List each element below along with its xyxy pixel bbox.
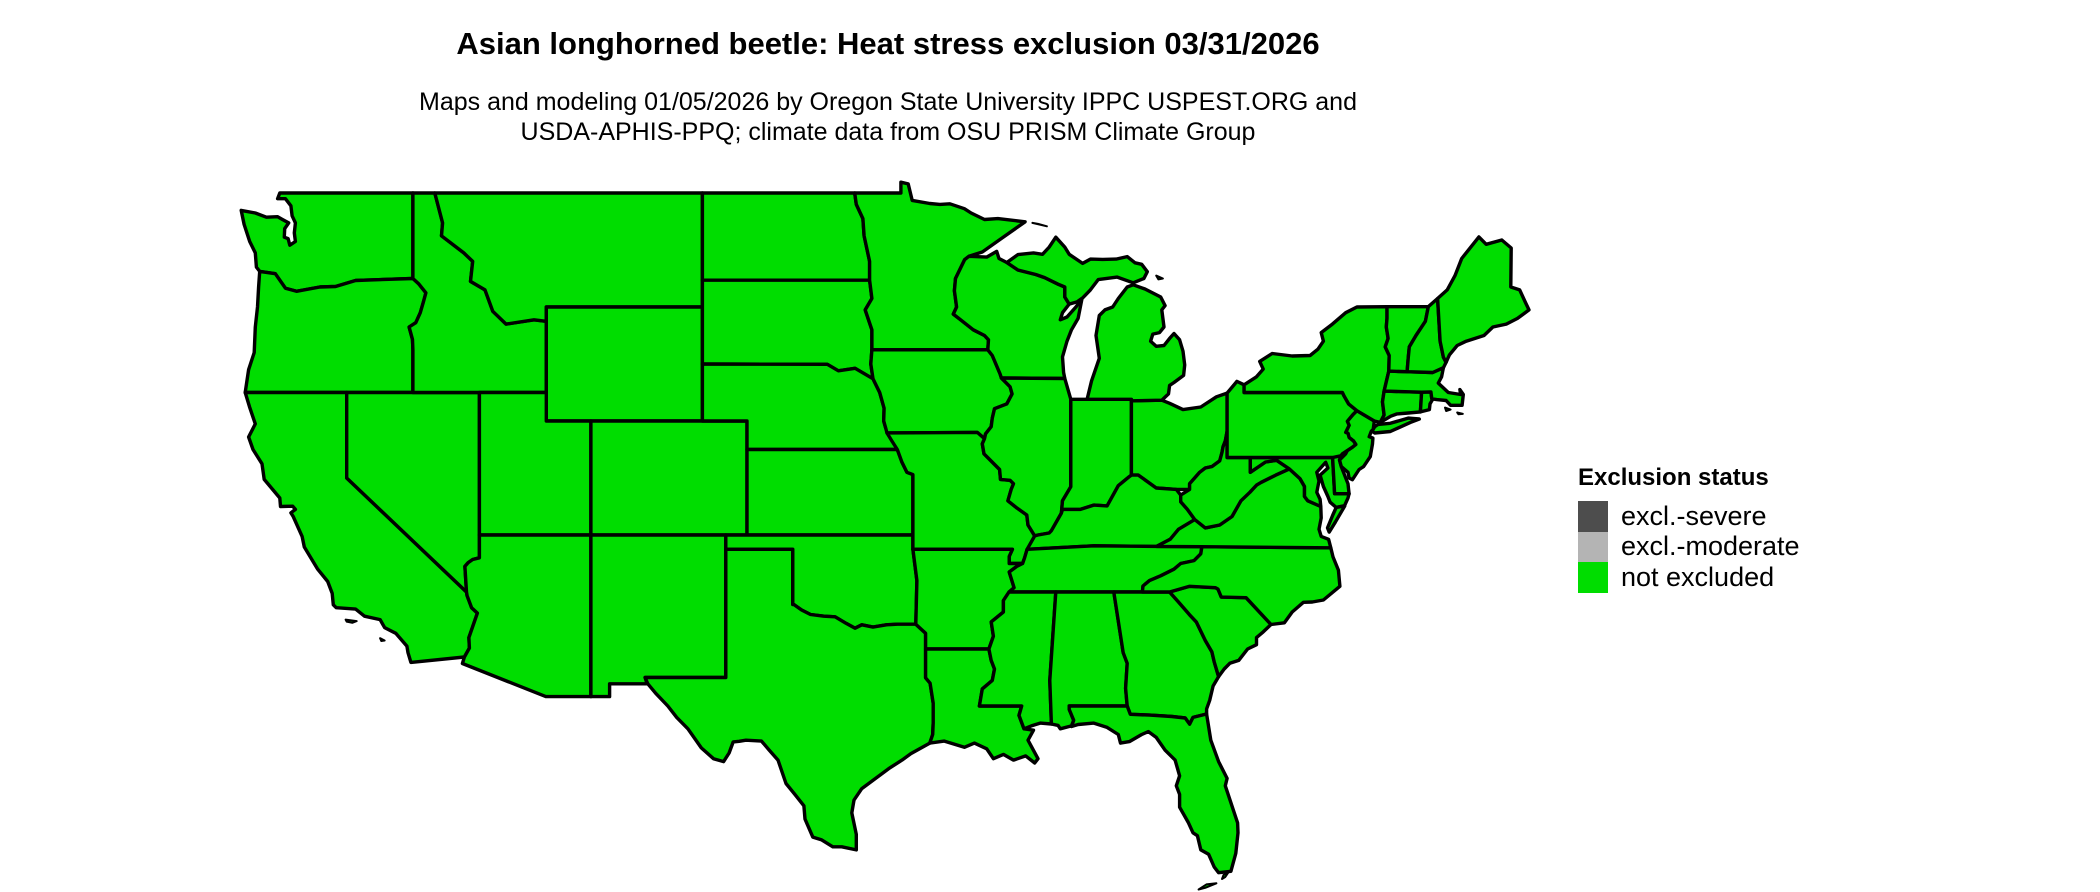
state-nantucket	[1456, 411, 1464, 416]
state-wyoming	[544, 305, 705, 423]
state-michigan-upper	[1005, 235, 1149, 306]
state-channel-islands	[344, 618, 358, 624]
state-long-island-ny	[1370, 416, 1421, 435]
state-oregon	[243, 269, 428, 395]
page-title: Asian longhorned beetle: Heat stress exc…	[456, 26, 1320, 61]
legend-item-excl-severe: excl.-severe	[1578, 501, 1800, 532]
state-new-mexico	[589, 533, 728, 699]
state-colorado	[589, 419, 749, 537]
state-florida-keys-upper	[1221, 870, 1230, 880]
state-florida	[1067, 704, 1240, 875]
state-florida-keys-lower	[1197, 882, 1218, 891]
subtitle-line-2: USDA-APHIS-PPQ; climate data from OSU PR…	[520, 118, 1256, 146]
legend-swatch-excl-moderate	[1578, 531, 1608, 562]
legend: Exclusion status excl.-severe excl.-mode…	[1578, 464, 1800, 593]
legend-label-excl-moderate: excl.-moderate	[1621, 531, 1800, 562]
legend-item-excl-moderate: excl.-moderate	[1578, 531, 1800, 562]
state-north-dakota	[700, 191, 872, 282]
legend-label-excl-severe: excl.-severe	[1621, 500, 1767, 531]
state-virginia-eastern-shore	[1325, 504, 1347, 534]
state-santa-catalina-island	[379, 637, 386, 642]
subtitle-line-1: Maps and modeling 01/05/2026 by Oregon S…	[419, 88, 1357, 116]
state-isle-royale	[1031, 221, 1048, 228]
legend-label-not-excluded: not excluded	[1621, 561, 1775, 592]
state-michigan-lower	[1085, 283, 1187, 403]
state-marthas-vineyard	[1444, 406, 1452, 412]
state-north-carolina	[1140, 545, 1342, 627]
legend-swatch-excl-severe	[1578, 501, 1608, 532]
state-kansas	[745, 447, 915, 537]
page-subtitle: Maps and modeling 01/05/2026 by Oregon S…	[0, 87, 1776, 147]
state-maryland	[1248, 455, 1351, 510]
state-arizona	[460, 533, 593, 699]
legend-item-not-excluded: not excluded	[1578, 562, 1800, 593]
state-drummond-island	[1155, 274, 1164, 281]
legend-swatch-not-excluded	[1578, 562, 1608, 593]
state-maine	[1435, 235, 1531, 364]
state-mississippi	[977, 590, 1058, 731]
legend-title: Exclusion status	[1578, 464, 1769, 491]
state-texas	[643, 547, 935, 852]
